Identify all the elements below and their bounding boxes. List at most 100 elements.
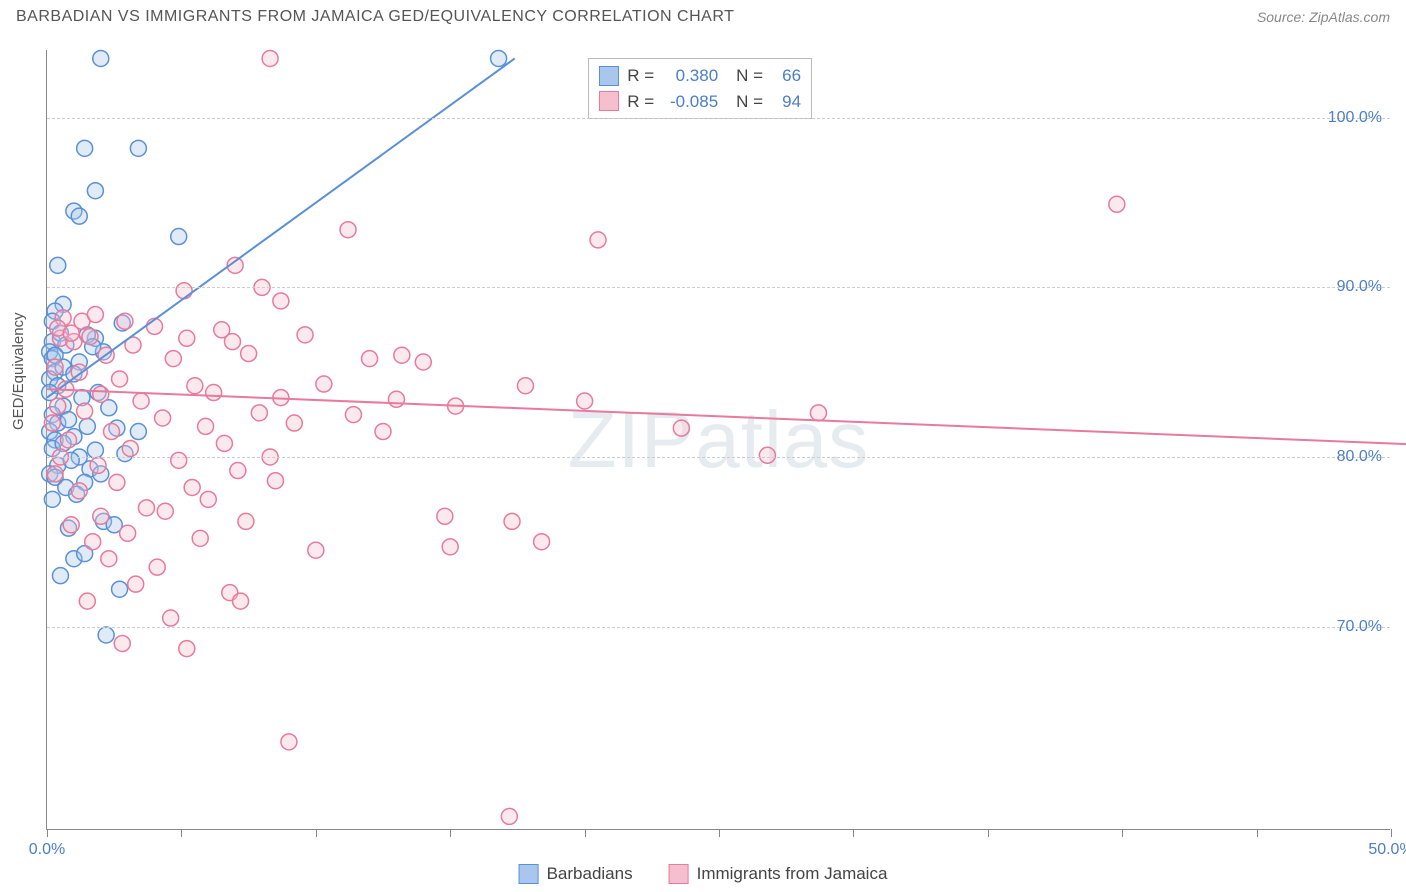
scatter-point (216, 435, 232, 451)
scatter-point (138, 500, 154, 516)
scatter-point (590, 232, 606, 248)
x-tick (988, 829, 989, 837)
n-value-2: 94 (771, 89, 801, 115)
gridline-h (47, 118, 1390, 119)
scatter-point (163, 610, 179, 626)
scatter-point (71, 208, 87, 224)
scatter-point (171, 229, 187, 245)
swatch-series1 (599, 66, 619, 86)
scatter-point (93, 50, 109, 66)
stats-row-series1: R = 0.380 N = 66 (599, 63, 801, 89)
scatter-point (504, 513, 520, 529)
x-tick (585, 829, 586, 837)
scatter-point (117, 313, 133, 329)
gridline-h (47, 627, 1390, 628)
scatter-point (176, 283, 192, 299)
scatter-point (104, 424, 120, 440)
scatter-point (61, 412, 77, 428)
x-tick (1122, 829, 1123, 837)
trend-line (47, 58, 515, 397)
scatter-point (130, 140, 146, 156)
y-tick-label: 100.0% (1328, 109, 1382, 127)
n-label-2: N = (736, 89, 763, 115)
chart-plot-area: ZIPatlas R = 0.380 N = 66 R = -0.085 N =… (46, 50, 1390, 830)
scatter-point (437, 508, 453, 524)
x-tick (1257, 829, 1258, 837)
scatter-point (179, 330, 195, 346)
x-tick (181, 829, 182, 837)
stats-row-series2: R = -0.085 N = 94 (599, 89, 801, 115)
legend-swatch-2 (669, 864, 689, 884)
scatter-point (98, 627, 114, 643)
n-label-1: N = (736, 63, 763, 89)
scatter-point (362, 351, 378, 367)
scatter-point (340, 222, 356, 238)
scatter-point (130, 424, 146, 440)
scatter-point (47, 466, 63, 482)
scatter-point (345, 407, 361, 423)
scatter-svg (47, 50, 1390, 829)
scatter-point (85, 534, 101, 550)
legend-label-2: Immigrants from Jamaica (697, 864, 888, 884)
y-tick-label: 90.0% (1337, 278, 1382, 296)
scatter-point (149, 559, 165, 575)
scatter-point (50, 257, 66, 273)
scatter-point (112, 581, 128, 597)
scatter-point (534, 534, 550, 550)
scatter-point (79, 418, 95, 434)
scatter-point (44, 491, 60, 507)
scatter-point (87, 442, 103, 458)
scatter-point (133, 393, 149, 409)
x-tick (47, 829, 48, 837)
scatter-point (230, 463, 246, 479)
scatter-point (308, 542, 324, 558)
scatter-point (114, 635, 130, 651)
gridline-h (47, 287, 1390, 288)
scatter-point (233, 593, 249, 609)
scatter-point (44, 415, 60, 431)
scatter-point (47, 359, 63, 375)
scatter-point (241, 346, 257, 362)
scatter-point (442, 539, 458, 555)
trend-line (47, 389, 1406, 447)
scatter-point (50, 398, 66, 414)
scatter-point (192, 530, 208, 546)
legend-label-1: Barbadians (547, 864, 633, 884)
swatch-series2 (599, 91, 619, 111)
scatter-point (206, 385, 222, 401)
legend-swatch-1 (519, 864, 539, 884)
scatter-point (71, 483, 87, 499)
y-tick-label: 70.0% (1337, 618, 1382, 636)
scatter-point (759, 447, 775, 463)
scatter-point (297, 327, 313, 343)
scatter-point (90, 457, 106, 473)
scatter-point (101, 551, 117, 567)
scatter-point (87, 183, 103, 199)
scatter-point (165, 351, 181, 367)
chart-title: BARBADIAN VS IMMIGRANTS FROM JAMAICA GED… (16, 8, 734, 26)
scatter-point (184, 479, 200, 495)
scatter-point (63, 517, 79, 533)
x-tick (450, 829, 451, 837)
y-tick-label: 80.0% (1337, 448, 1382, 466)
scatter-point (388, 391, 404, 407)
scatter-point (1109, 196, 1125, 212)
scatter-point (810, 405, 826, 421)
scatter-point (224, 334, 240, 350)
legend-item-1: Barbadians (519, 864, 633, 884)
x-tick (316, 829, 317, 837)
x-tick-label: 0.0% (29, 841, 65, 859)
scatter-point (273, 293, 289, 309)
scatter-point (375, 424, 391, 440)
r-label-1: R = (627, 63, 654, 89)
scatter-point (238, 513, 254, 529)
scatter-point (157, 503, 173, 519)
scatter-point (394, 347, 410, 363)
scatter-point (198, 418, 214, 434)
scatter-point (63, 325, 79, 341)
scatter-point (52, 568, 68, 584)
scatter-point (61, 432, 77, 448)
legend-item-2: Immigrants from Jamaica (669, 864, 888, 884)
scatter-point (93, 386, 109, 402)
scatter-point (281, 734, 297, 750)
